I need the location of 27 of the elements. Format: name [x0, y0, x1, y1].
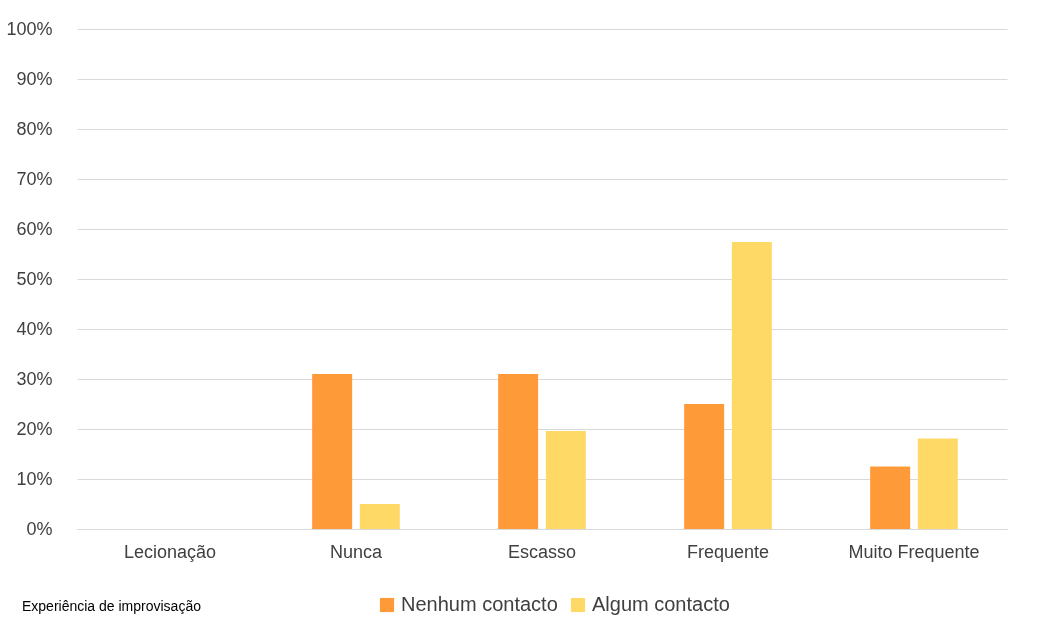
y-tick-label: 10%	[16, 468, 53, 489]
y-tick-label: 50%	[16, 268, 53, 289]
bar	[545, 431, 586, 529]
x-tick-label: Lecionação	[123, 541, 217, 562]
bar	[870, 466, 911, 529]
y-tick-label: 60%	[16, 218, 53, 239]
y-tick-label: 40%	[16, 318, 53, 339]
bar	[731, 242, 772, 529]
y-tick-label: 80%	[16, 118, 53, 139]
y-tick-label: 70%	[16, 168, 53, 189]
text: Experiência de improvisação	[22, 598, 202, 614]
bar	[917, 438, 958, 529]
x-tick-label: Frequente	[686, 541, 770, 562]
y-tick-label: 20%	[16, 418, 53, 439]
bar	[684, 404, 725, 529]
y-tick-label: 100%	[6, 18, 53, 39]
legend-label: Algum contacto	[592, 593, 730, 615]
y-tick-label: 30%	[16, 368, 53, 389]
bar	[498, 374, 539, 529]
x-tick-label: Muito Frequente	[848, 541, 980, 562]
y-tick-label: 0%	[26, 518, 53, 539]
bar	[312, 374, 353, 529]
x-tick-label: Nunca	[329, 541, 383, 562]
bar	[359, 504, 400, 529]
legend-label: Nenhum contacto	[401, 593, 558, 615]
x-tick-label: Escasso	[507, 541, 577, 562]
y-tick-label: 90%	[16, 68, 53, 89]
